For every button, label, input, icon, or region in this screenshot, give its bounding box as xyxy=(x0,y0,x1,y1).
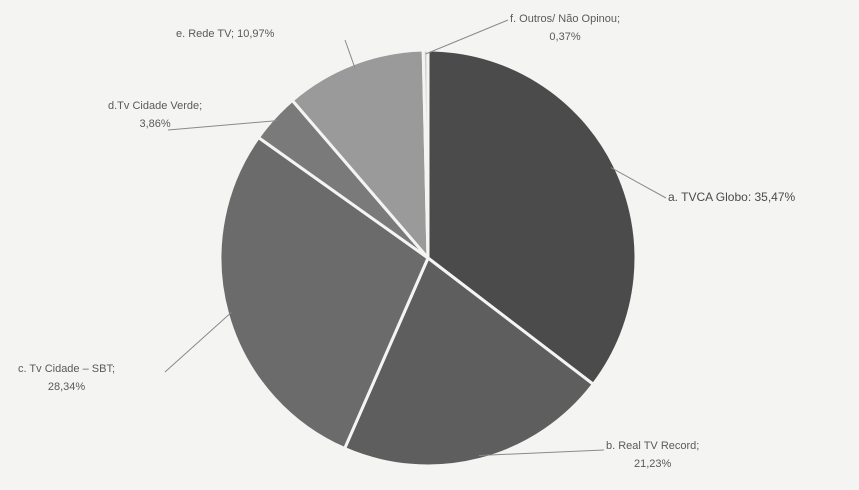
pie-slice-c xyxy=(218,135,430,451)
data-label-d: d.Tv Cidade Verde; 3,86% xyxy=(108,100,203,130)
leader-line-b xyxy=(478,449,605,456)
data-label-e: e. Rede TV; 10,97% xyxy=(176,28,275,40)
pie-slice-f xyxy=(421,48,430,260)
leader-line-a xyxy=(610,167,667,199)
leader-line-e xyxy=(344,39,356,68)
leader-line-d xyxy=(167,120,278,131)
data-label-a: a. TVCA Globo: 35,47% xyxy=(668,190,796,204)
data-label-c: c. Tv Cidade – SBT; 28,34% xyxy=(18,363,116,393)
pie-slice-a xyxy=(426,48,638,386)
leader-line-f xyxy=(425,19,509,55)
data-label-f: f. Outros/ Não Opinou; 0,37% xyxy=(510,13,621,43)
data-label-b: b. Real TV Record; 21,23% xyxy=(606,440,700,470)
leader-line-c xyxy=(164,312,232,373)
